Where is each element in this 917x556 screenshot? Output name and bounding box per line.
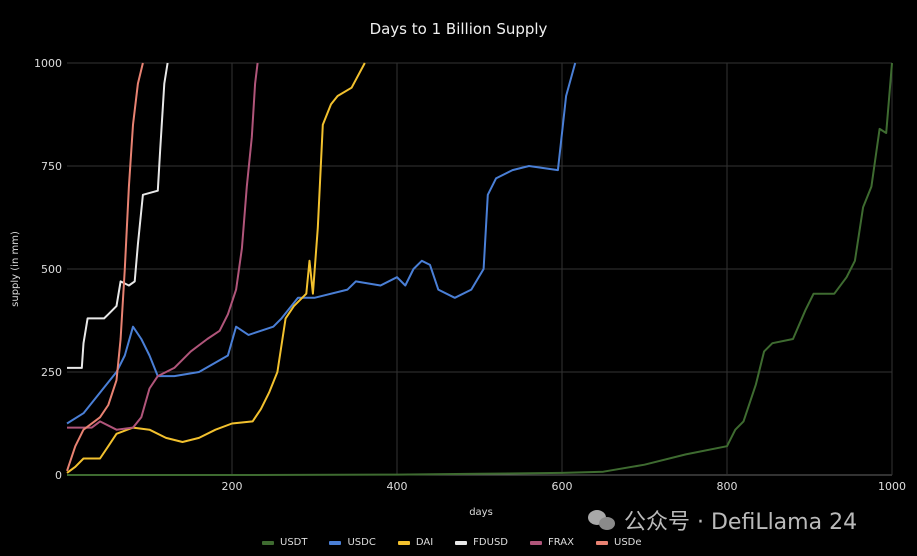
x-tick-label: 200 bbox=[222, 480, 243, 493]
series-line-usdt bbox=[67, 62, 893, 476]
legend-label: FDUSD bbox=[473, 537, 508, 548]
legend-label: FRAX bbox=[548, 537, 574, 548]
x-tick-label: 600 bbox=[552, 480, 573, 493]
watermark-text: 公众号 · DefiLlama 24 bbox=[624, 510, 858, 535]
legend-swatch bbox=[329, 540, 342, 545]
y-axis-label: supply (in mm) bbox=[10, 231, 21, 307]
legend-item-usdt[interactable]: USDT bbox=[262, 537, 307, 548]
chart-title: Days to 1 Billion Supply bbox=[369, 20, 548, 38]
y-tick-label: 750 bbox=[41, 160, 62, 173]
legend-swatch bbox=[596, 540, 608, 545]
series-line-usdc bbox=[66, 62, 577, 425]
y-tick-label: 0 bbox=[55, 469, 62, 482]
legend-label: USDT bbox=[280, 537, 308, 548]
legend-item-usde[interactable]: USDe bbox=[596, 537, 642, 548]
legend-item-frax[interactable]: FRAX bbox=[530, 537, 574, 548]
legend-swatch bbox=[397, 540, 410, 545]
legend-label: DAI bbox=[415, 537, 434, 548]
x-tick-label: 1000 bbox=[878, 480, 906, 493]
legend-item-usdc[interactable]: USDC bbox=[329, 537, 376, 548]
series-line-dai bbox=[66, 62, 366, 474]
wechat-icon bbox=[588, 508, 618, 532]
legend: USDT USDC DAI FDUSD FRAX USDe bbox=[262, 537, 642, 548]
legend-label: USDe bbox=[614, 537, 642, 548]
y-tick-label: 1000 bbox=[34, 57, 62, 70]
legend-label: USDC bbox=[347, 537, 376, 548]
legend-swatch bbox=[262, 540, 274, 545]
legend-swatch bbox=[455, 540, 468, 545]
x-axis-label: days bbox=[469, 507, 493, 518]
y-tick-label: 250 bbox=[41, 366, 62, 379]
legend-item-fdusd[interactable]: FDUSD bbox=[455, 537, 508, 548]
series-line-frax bbox=[67, 62, 259, 431]
y-tick-label: 500 bbox=[41, 263, 62, 276]
series-line-fdusd bbox=[67, 62, 169, 369]
x-tick-label: 400 bbox=[387, 480, 408, 493]
x-tick-label: 800 bbox=[717, 480, 738, 493]
legend-item-dai[interactable]: DAI bbox=[397, 537, 434, 548]
legend-swatch bbox=[530, 540, 542, 545]
watermark: 公众号 · DefiLlama 24 bbox=[588, 504, 857, 536]
series-line-usde bbox=[66, 62, 144, 472]
